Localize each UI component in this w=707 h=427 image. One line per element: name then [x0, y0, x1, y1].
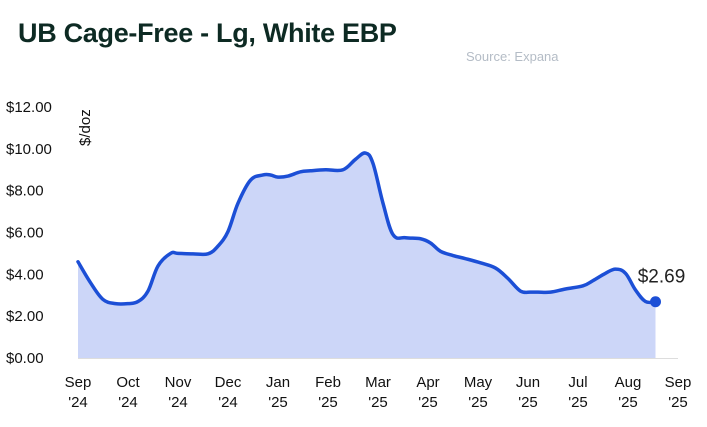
y-tick-label: $8.00 — [6, 183, 44, 200]
x-tick-label-month: Sep — [65, 374, 92, 391]
x-tick-label-year: '25 — [268, 394, 288, 411]
y-tick-label: $2.00 — [6, 308, 44, 325]
end-value-label: $2.69 — [638, 267, 686, 288]
x-tick-label-month: Jan — [266, 374, 290, 391]
y-tick-label: $12.00 — [6, 99, 52, 116]
x-tick-label-year: '24 — [118, 394, 138, 411]
series-line — [76, 151, 658, 306]
x-tick-label-year: '25 — [368, 394, 388, 411]
x-tick-label-year: '25 — [468, 394, 488, 411]
x-tick-label-year: '25 — [418, 394, 438, 411]
x-tick-label-month: Jun — [516, 374, 540, 391]
chart-title: UB Cage-Free - Lg, White EBP — [18, 18, 397, 48]
x-tick-label-month: Sep — [665, 374, 692, 391]
x-tick-label-year: '25 — [518, 394, 538, 411]
end-point-marker — [650, 296, 661, 308]
area-fill-layer — [78, 152, 656, 358]
end-point-layer: $2.69 — [638, 267, 686, 308]
x-tick-label-month: Nov — [165, 374, 192, 391]
x-tick-label-month: Feb — [315, 374, 341, 391]
x-tick-label-month: Mar — [365, 374, 391, 391]
x-tick-label-year: '25 — [618, 394, 638, 411]
y-tick-label: $0.00 — [6, 350, 44, 367]
y-axis-ticks: $0.00 $2.00 $4.00 $6.00 $8.00 $10.00 $12.00 — [6, 99, 52, 367]
x-tick-label-month: Oct — [116, 374, 140, 391]
x-axis-ticks: Sep '24 Oct '24 Nov '24 Dec '24 Jan '25 Feb '25 Mar '… — [65, 374, 692, 411]
y-tick-label: $4.00 — [6, 266, 44, 283]
x-tick-label-month: Dec — [215, 374, 242, 391]
line-layer — [76, 151, 658, 306]
x-tick-label-year: '25 — [568, 394, 588, 411]
series-area — [78, 152, 656, 358]
x-tick-label-month: Aug — [615, 374, 642, 391]
x-tick-label-year: '25 — [668, 394, 688, 411]
y-tick-label: $6.00 — [6, 225, 44, 242]
x-tick-label-year: '24 — [68, 394, 88, 411]
x-tick-label-month: Jul — [568, 374, 587, 391]
y-tick-label: $10.00 — [6, 141, 52, 158]
x-tick-label-year: '25 — [318, 394, 338, 411]
x-tick-label-month: May — [464, 374, 493, 391]
x-tick-label-year: '24 — [168, 394, 188, 411]
source-note: Source: Expana — [466, 49, 559, 64]
x-tick-label-month: Apr — [416, 374, 439, 391]
y-axis-label: $/doz — [77, 109, 94, 146]
x-tick-label-year: '24 — [218, 394, 238, 411]
